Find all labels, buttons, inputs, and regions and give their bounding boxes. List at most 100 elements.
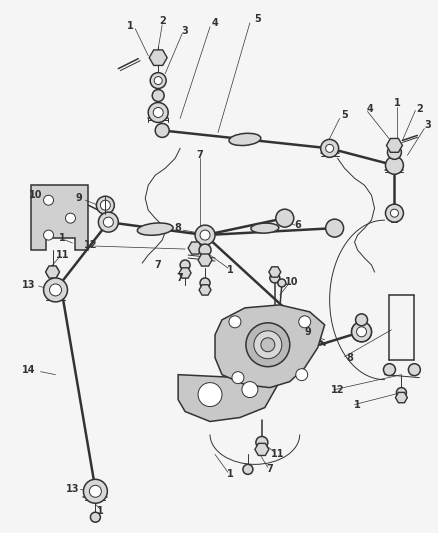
Polygon shape xyxy=(269,267,281,277)
Circle shape xyxy=(155,124,169,138)
Circle shape xyxy=(96,196,114,214)
Circle shape xyxy=(198,383,222,407)
Circle shape xyxy=(256,437,268,448)
Circle shape xyxy=(43,195,53,205)
Circle shape xyxy=(261,338,275,352)
Circle shape xyxy=(278,279,286,287)
Circle shape xyxy=(384,364,396,376)
Text: 3: 3 xyxy=(424,120,431,131)
Circle shape xyxy=(103,217,113,227)
Text: 5: 5 xyxy=(341,110,348,120)
Text: 7: 7 xyxy=(197,150,203,160)
Circle shape xyxy=(321,140,339,157)
Ellipse shape xyxy=(138,223,173,235)
Circle shape xyxy=(352,322,371,342)
Circle shape xyxy=(254,331,282,359)
Circle shape xyxy=(396,387,406,398)
Text: 1: 1 xyxy=(97,506,104,516)
Text: 1: 1 xyxy=(127,21,134,31)
Circle shape xyxy=(357,327,367,337)
Circle shape xyxy=(326,144,334,152)
Circle shape xyxy=(49,284,61,296)
Circle shape xyxy=(180,260,190,270)
Circle shape xyxy=(83,479,107,503)
Text: 6: 6 xyxy=(294,220,301,230)
Circle shape xyxy=(150,72,166,88)
Polygon shape xyxy=(386,139,403,152)
Text: 7: 7 xyxy=(155,260,162,270)
Polygon shape xyxy=(188,242,202,254)
Circle shape xyxy=(232,372,244,384)
Circle shape xyxy=(46,266,59,278)
Circle shape xyxy=(246,323,290,367)
Text: 1: 1 xyxy=(354,400,361,409)
Polygon shape xyxy=(198,254,212,266)
Text: 4: 4 xyxy=(212,18,219,28)
Text: 1: 1 xyxy=(226,265,233,275)
Circle shape xyxy=(356,314,367,326)
Ellipse shape xyxy=(251,223,279,233)
Circle shape xyxy=(90,512,100,522)
Polygon shape xyxy=(46,266,60,278)
Polygon shape xyxy=(149,50,167,66)
Text: 5: 5 xyxy=(254,14,261,24)
Circle shape xyxy=(200,230,210,240)
Text: 12: 12 xyxy=(84,240,97,250)
Circle shape xyxy=(390,209,399,217)
Text: 9: 9 xyxy=(304,327,311,337)
Circle shape xyxy=(385,156,403,174)
Circle shape xyxy=(385,204,403,222)
Text: 1: 1 xyxy=(59,233,66,243)
Text: 12: 12 xyxy=(331,385,344,394)
Circle shape xyxy=(352,322,371,342)
Text: 13: 13 xyxy=(22,280,35,290)
Text: 8: 8 xyxy=(346,353,353,363)
Ellipse shape xyxy=(229,133,261,146)
Text: 7: 7 xyxy=(177,273,184,283)
Text: 10: 10 xyxy=(285,277,299,287)
Circle shape xyxy=(200,278,210,288)
Circle shape xyxy=(43,278,67,302)
Text: 2: 2 xyxy=(416,103,423,114)
Circle shape xyxy=(243,464,253,474)
Circle shape xyxy=(152,90,164,101)
Circle shape xyxy=(388,146,401,159)
Circle shape xyxy=(43,230,53,240)
Circle shape xyxy=(408,364,420,376)
Text: 14: 14 xyxy=(22,365,35,375)
Circle shape xyxy=(242,382,258,398)
Circle shape xyxy=(195,225,215,245)
Text: 2: 2 xyxy=(159,16,166,26)
Text: 4: 4 xyxy=(366,103,373,114)
Polygon shape xyxy=(396,392,407,403)
Text: 8: 8 xyxy=(175,223,182,233)
Circle shape xyxy=(100,200,110,210)
Text: 1: 1 xyxy=(226,470,233,479)
Circle shape xyxy=(154,77,162,85)
Polygon shape xyxy=(179,268,191,278)
Circle shape xyxy=(299,316,311,328)
Text: 1: 1 xyxy=(394,98,401,108)
Circle shape xyxy=(99,212,118,232)
Text: 10: 10 xyxy=(29,190,42,200)
Text: 11: 11 xyxy=(271,449,285,459)
Circle shape xyxy=(66,213,75,223)
Circle shape xyxy=(153,108,163,117)
Circle shape xyxy=(199,244,211,256)
Circle shape xyxy=(326,219,343,237)
Circle shape xyxy=(229,316,241,328)
Text: 3: 3 xyxy=(182,26,188,36)
Text: 9: 9 xyxy=(75,193,82,203)
Polygon shape xyxy=(31,185,88,250)
Polygon shape xyxy=(178,370,278,422)
Circle shape xyxy=(276,209,294,227)
Polygon shape xyxy=(215,305,325,387)
Circle shape xyxy=(89,486,101,497)
Circle shape xyxy=(296,369,308,381)
Text: 11: 11 xyxy=(56,250,69,260)
Circle shape xyxy=(148,102,168,123)
Circle shape xyxy=(270,273,280,283)
Text: 7: 7 xyxy=(266,464,273,474)
Polygon shape xyxy=(199,285,211,295)
Polygon shape xyxy=(255,443,269,456)
